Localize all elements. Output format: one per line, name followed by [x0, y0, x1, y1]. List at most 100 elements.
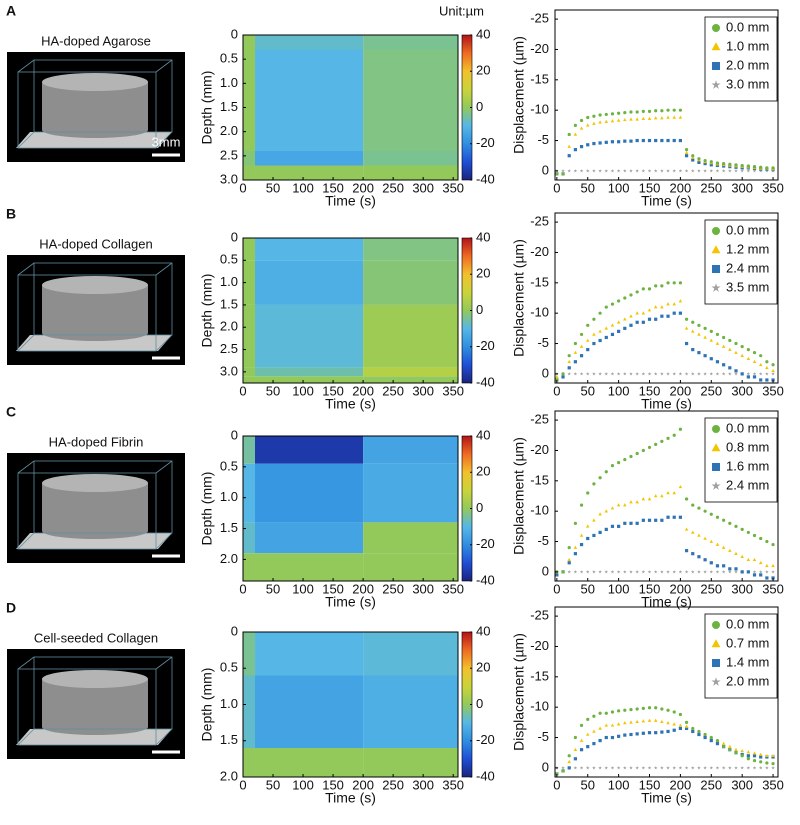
legend-marker [712, 621, 720, 629]
marker [592, 114, 596, 118]
marker [660, 707, 664, 711]
marker [610, 464, 615, 468]
marker [684, 326, 689, 330]
y-axis-label: Displacement (µm) [511, 437, 527, 555]
x-tick-label: 0 [239, 180, 246, 195]
marker [709, 329, 713, 333]
y-tick-label: -10 [530, 305, 549, 320]
marker [610, 168, 615, 173]
x-tick-label: 100 [608, 777, 630, 792]
marker [734, 371, 738, 376]
marker [765, 360, 769, 364]
marker [616, 503, 621, 507]
marker [746, 168, 751, 173]
heatmap-cell [255, 376, 364, 383]
x-tick-label: 0 [553, 180, 560, 195]
marker [660, 138, 664, 143]
marker [758, 560, 763, 565]
marker [635, 117, 639, 121]
y-tick-label: -20 [530, 41, 549, 56]
x-tick-label: 0 [553, 777, 560, 792]
marker [653, 168, 658, 173]
marker [622, 765, 627, 770]
marker [653, 569, 658, 574]
marker [647, 706, 652, 710]
marker [746, 164, 750, 168]
x-tick-label: 200 [352, 777, 374, 792]
marker [758, 168, 763, 173]
marker [678, 765, 683, 770]
marker [617, 734, 621, 738]
colorbar-tick-label: 0 [476, 302, 483, 317]
x-axis-label: Time (s) [641, 396, 692, 412]
marker [765, 166, 769, 170]
marker [561, 172, 565, 176]
marker [617, 329, 621, 333]
colorbar-tick-label: -20 [476, 338, 495, 353]
marker [623, 111, 627, 115]
marker [647, 168, 652, 173]
marker [703, 536, 707, 540]
y-tick-label: 1.5 [220, 520, 238, 535]
marker [746, 570, 750, 574]
x-tick-label: 300 [731, 581, 753, 596]
marker [752, 754, 757, 758]
photo-platform [16, 729, 172, 745]
marker [759, 573, 763, 577]
x-tick-label: 50 [266, 383, 280, 398]
x-tick-label: 300 [731, 777, 753, 792]
marker [641, 138, 645, 143]
marker [666, 371, 670, 376]
marker [672, 281, 676, 285]
marker [740, 168, 744, 173]
marker [654, 317, 658, 321]
marker [635, 311, 639, 315]
marker [771, 371, 775, 376]
marker [573, 371, 578, 376]
heatmap-cell [363, 49, 458, 151]
marker [666, 115, 670, 119]
marker [678, 168, 683, 173]
y-tick-label: 2.0 [220, 551, 238, 566]
heatmap-cell [243, 463, 256, 523]
colorbar-tick-label: 20 [476, 660, 490, 675]
marker [660, 439, 664, 443]
photo-box-front [17, 668, 157, 746]
marker [684, 341, 689, 346]
marker [758, 765, 763, 770]
marker [598, 141, 602, 145]
marker [629, 323, 633, 327]
marker [728, 748, 732, 752]
marker [647, 317, 652, 321]
marker [691, 320, 695, 324]
marker [629, 521, 633, 525]
marker [610, 371, 615, 376]
colorbar-tick-label: 0 [476, 696, 483, 711]
marker [622, 371, 627, 376]
marker [734, 350, 738, 354]
marker [734, 524, 738, 528]
marker [672, 311, 676, 315]
marker [641, 765, 646, 770]
x-tick-label: 300 [412, 180, 434, 195]
y-tick-label: 0.5 [220, 252, 238, 267]
marker [703, 371, 707, 376]
marker [666, 729, 670, 734]
marker [653, 718, 658, 722]
marker [623, 317, 627, 321]
marker [740, 765, 744, 770]
marker [759, 165, 763, 169]
marker [678, 281, 682, 285]
marker [598, 120, 602, 124]
marker [598, 371, 602, 376]
y-tick-label: 3.0 [220, 363, 238, 378]
photo-sample-top [42, 670, 148, 688]
x-tick-label: 200 [670, 383, 692, 398]
marker [740, 372, 744, 376]
marker [598, 168, 602, 173]
marker [740, 570, 744, 574]
marker [721, 569, 726, 574]
marker [771, 765, 775, 770]
y-axis-label: Depth (mm) [199, 71, 215, 145]
x-axis-label: Time (s) [641, 790, 692, 806]
